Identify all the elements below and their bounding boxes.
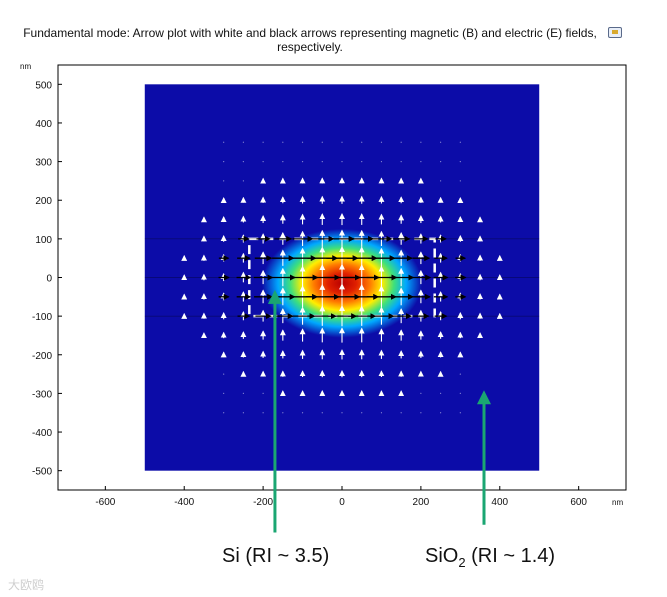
field-dot-128	[321, 141, 323, 143]
field-dot-250	[459, 392, 461, 395]
field-dot-227	[420, 160, 422, 163]
field-dot-29	[242, 412, 244, 414]
y-tick-label-8: -300	[32, 389, 52, 400]
y-tick-label-10: -500	[32, 467, 52, 478]
field-dot-88	[282, 141, 284, 143]
field-dot-46	[242, 180, 244, 182]
field-dot-26	[223, 180, 225, 182]
field-dot-27	[223, 160, 225, 163]
field-dot-248	[440, 141, 442, 143]
y-tick-label-5: 0	[46, 274, 52, 285]
field-dot-89	[301, 412, 304, 414]
field-dot-229	[440, 412, 442, 414]
field-dot-210	[420, 392, 422, 395]
field-dot-147	[341, 160, 343, 163]
field-dot-249	[459, 412, 461, 414]
field-dot-228	[420, 141, 422, 143]
field-dot-48	[242, 141, 244, 143]
field-dot-187	[380, 160, 383, 163]
image-icon[interactable]	[608, 27, 622, 38]
field-dot-107	[301, 160, 304, 163]
field-dot-230	[440, 392, 442, 395]
y-tick-label-7: -200	[32, 351, 52, 362]
sio2-label-subscript: 2	[458, 555, 466, 570]
field-dot-28	[223, 141, 225, 143]
y-tick-label-4: 100	[35, 235, 52, 246]
field-dot-168	[361, 141, 363, 143]
y-tick-label-0: 500	[35, 80, 52, 91]
field-dot-265	[459, 160, 461, 163]
y-tick-label-1: 400	[35, 119, 52, 130]
field-dot-87	[282, 160, 284, 163]
field-dot-67	[262, 160, 264, 163]
field-dot-108	[301, 141, 304, 143]
field-dot-209	[420, 412, 422, 414]
si-label: Si (RI ~ 3.5)	[222, 545, 330, 567]
x-tick-label-6: 600	[570, 497, 587, 508]
field-dot-68	[262, 141, 264, 143]
x-tick-label-2: -200	[253, 497, 273, 508]
field-dot-188	[380, 141, 383, 143]
x-tick-label-3: 0	[339, 497, 345, 508]
field-dot-189	[400, 412, 402, 414]
field-dot-129	[341, 412, 343, 414]
y-tick-label-3: 200	[35, 196, 52, 207]
y-tick-label-9: -400	[32, 428, 52, 439]
field-dot-207	[400, 160, 402, 163]
field-dot-266	[459, 141, 461, 143]
field-dot-127	[321, 160, 323, 163]
field-dot-12	[223, 392, 225, 395]
sio2-label-rest: (RI ~ 1.4)	[465, 545, 556, 567]
x-tick-label-0: -600	[95, 497, 115, 508]
y-tick-label-2: 300	[35, 158, 52, 169]
x-tick-label-1: -400	[174, 497, 194, 508]
field-dot-251	[459, 373, 461, 375]
field-dot-13	[223, 373, 225, 375]
field-dot-11	[223, 412, 225, 414]
field-dot-69	[282, 412, 284, 414]
field-dot-247	[440, 160, 442, 163]
field-dot-148	[341, 141, 343, 143]
x-tick-label-4: 200	[413, 497, 430, 508]
field-dot-149	[361, 412, 363, 414]
y-tick-label-6: -100	[32, 312, 52, 323]
field-dot-208	[400, 141, 402, 143]
sio2-label-main: SiO	[425, 545, 459, 567]
field-dot-169	[380, 412, 383, 414]
field-dot-49	[262, 412, 264, 414]
field-dot-50	[262, 392, 264, 395]
image-icon-fill	[612, 30, 618, 34]
field-dot-264	[459, 180, 461, 182]
field-dot-30	[242, 392, 244, 395]
chart-title: Fundamental mode: Arrow plot with white …	[23, 26, 597, 54]
field-dot-167	[361, 160, 363, 163]
sio2-label: SiO2 (RI ~ 1.4)	[425, 545, 555, 570]
field-dot-47	[242, 160, 244, 163]
watermark: 大欧鸥	[8, 578, 45, 592]
field-dot-109	[321, 412, 323, 414]
x-tick-label-5: 400	[491, 497, 508, 508]
field-dot-246	[440, 180, 442, 182]
y-unit-label: nm	[20, 62, 31, 71]
x-unit-label: nm	[612, 498, 623, 507]
